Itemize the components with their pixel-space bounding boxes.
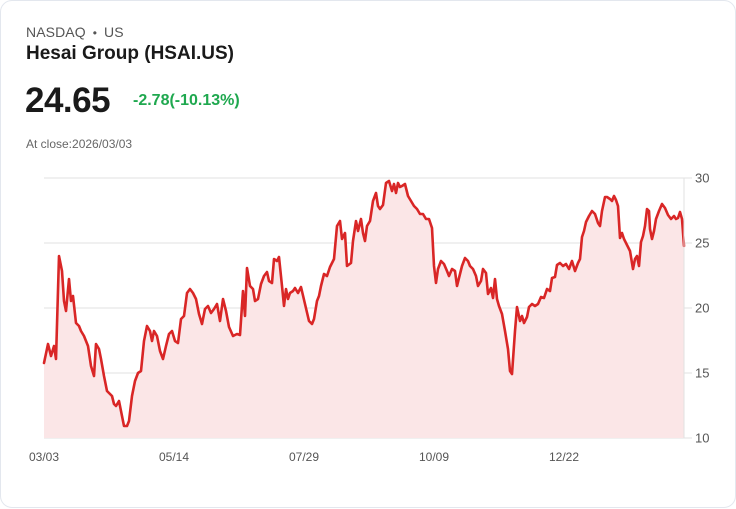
x-tick-label: 05/14 (159, 450, 189, 464)
price-line (42, 179, 686, 428)
price-area-fill (44, 181, 684, 438)
exchange-line: NASDAQ • US (26, 24, 124, 40)
x-tick-label: 03/03 (29, 450, 59, 464)
y-tick-label: 20 (695, 301, 709, 316)
y-tick-label: 30 (695, 171, 709, 186)
x-tick-label: 12/22 (549, 450, 579, 464)
y-tick-label: 10 (695, 431, 709, 446)
market-name: US (104, 24, 124, 40)
price-change: -2.78(-10.13%) (133, 92, 240, 109)
separator-dot: • (92, 26, 98, 40)
y-tick-label: 15 (695, 366, 709, 381)
exchange-name: NASDAQ (26, 24, 86, 40)
stock-title: Hesai Group (HSAI.US) (26, 43, 234, 64)
current-price: 24.65 (25, 81, 111, 120)
x-tick-label: 10/09 (419, 450, 449, 464)
y-axis-labels: 30 25 20 15 10 (695, 171, 709, 446)
y-tick-label: 25 (695, 236, 709, 251)
x-tick-label: 07/29 (289, 450, 319, 464)
close-timestamp: At close:2026/03/03 (26, 137, 133, 151)
x-axis-labels: 03/03 05/14 07/29 10/09 12/22 (29, 450, 579, 464)
